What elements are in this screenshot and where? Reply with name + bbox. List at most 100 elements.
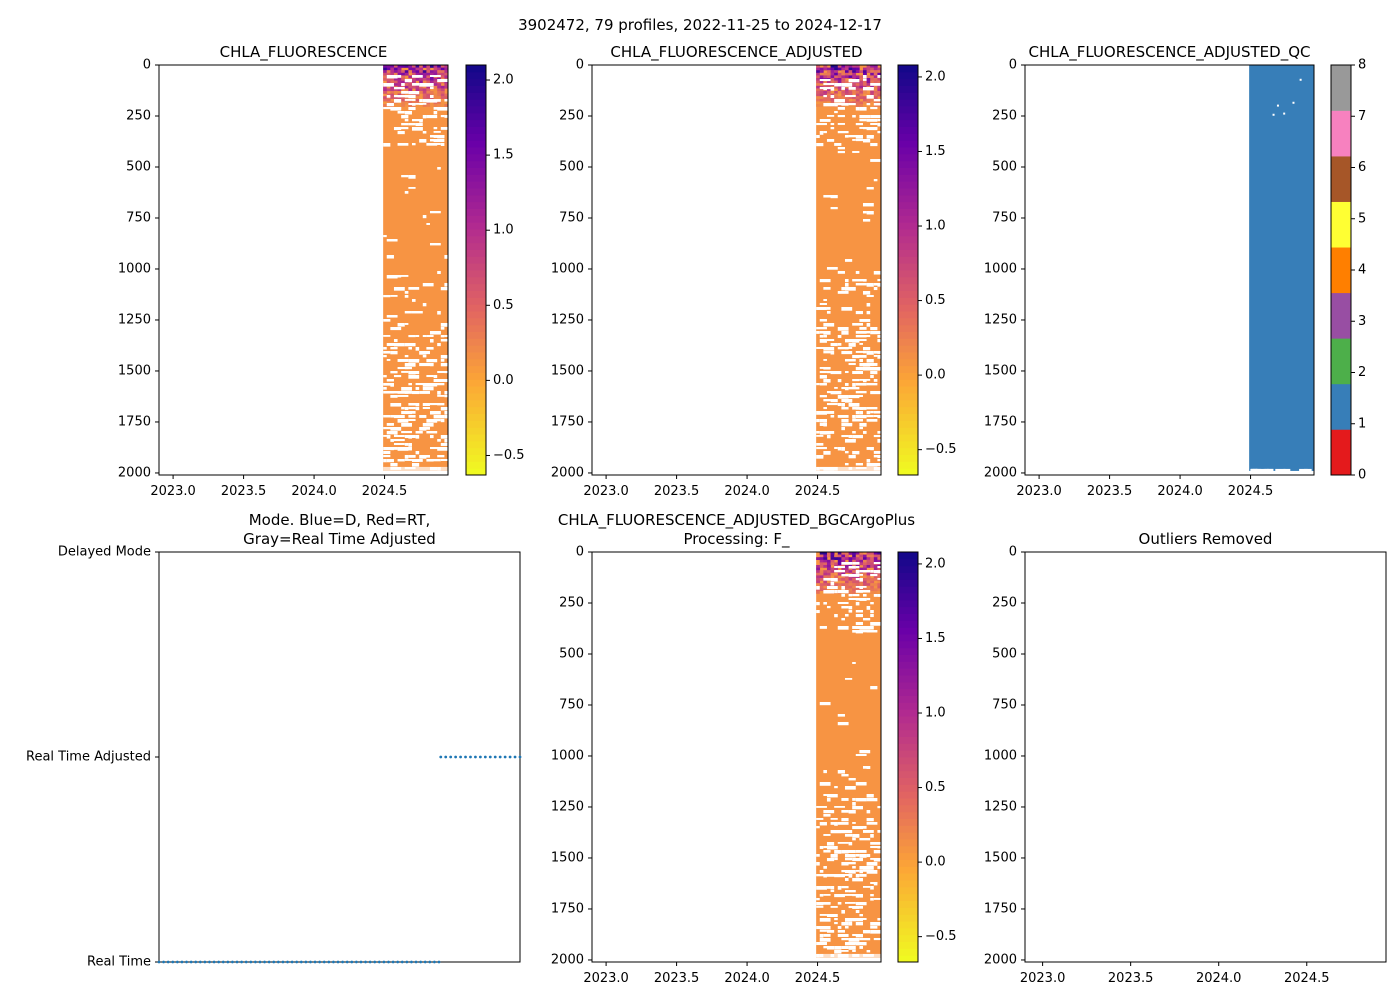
heatmap-gap [397, 323, 405, 327]
heatmap-cell [852, 72, 857, 76]
heatmap-gap [437, 135, 445, 139]
y-tick-label: 0 [143, 58, 151, 73]
heatmap-cell [837, 78, 842, 81]
heatmap-gap [823, 578, 831, 581]
heatmap-cell [437, 104, 442, 107]
heatmap-cell [859, 96, 864, 99]
heatmap-gap [422, 335, 427, 338]
y-tick-label: 2000 [551, 952, 584, 967]
heatmap-cell [440, 88, 445, 92]
heatmap-cell [870, 580, 875, 584]
heatmap-gap [383, 83, 394, 87]
heatmap-cell [390, 88, 395, 92]
colorbar-segment [466, 317, 486, 326]
heatmap-gap [837, 327, 849, 331]
heatmap-cell [437, 88, 442, 92]
heatmap-cell [440, 93, 445, 97]
heatmap-gap [862, 626, 874, 630]
heatmap-cell [870, 78, 875, 81]
heatmap-gap [855, 922, 863, 926]
heatmap-cell [834, 557, 839, 560]
heatmap-cell [866, 572, 871, 576]
colorbar-segment [466, 420, 486, 428]
heatmap-gap [390, 107, 402, 111]
y-tick-label: 1500 [118, 363, 151, 378]
colorbar-segment [466, 167, 486, 175]
colorbar-segment [466, 297, 486, 305]
heatmap-gap [870, 842, 881, 845]
heatmap-cell [848, 559, 853, 563]
heatmap-gap [877, 283, 881, 287]
heatmap-gap [823, 287, 831, 290]
heatmap-cell [837, 559, 842, 563]
heatmap-cell [816, 65, 821, 68]
heatmap-gap [433, 111, 438, 115]
heatmap-cell [852, 67, 857, 71]
heatmap-gap [404, 391, 412, 394]
heatmap-cell [848, 75, 853, 79]
heatmap-cell [866, 575, 871, 579]
heatmap-cell [429, 91, 434, 94]
heatmap-gap [444, 411, 448, 415]
heatmap-gap [830, 586, 838, 590]
colorbar-segment [898, 434, 918, 442]
colorbar-segment [466, 447, 486, 455]
heatmap-gap [859, 914, 863, 917]
heatmap-cell [433, 101, 438, 105]
heatmap-gap [830, 890, 835, 893]
heatmap-cell [444, 70, 449, 73]
heatmap-gap [859, 894, 863, 898]
heatmap-gap [404, 79, 412, 83]
heatmap-gap [837, 131, 849, 134]
heatmap-cell [419, 104, 424, 107]
heatmap-cell [386, 85, 391, 89]
heatmap-gap [841, 427, 845, 431]
heatmap-gap [855, 123, 863, 126]
heatmap-cell [862, 104, 867, 107]
heatmap-cell [426, 72, 431, 76]
heatmap-gap [873, 562, 881, 565]
heatmap-gap [855, 854, 860, 857]
heatmap-gap [837, 379, 842, 383]
heatmap-gap [841, 810, 849, 813]
heatmap-gap [823, 810, 835, 814]
colorbar-segment [898, 804, 918, 813]
heatmap-cell [866, 578, 871, 581]
heatmap-gap [444, 415, 448, 419]
heatmap-gap [823, 87, 827, 91]
heatmap-cells [816, 552, 882, 958]
heatmap-gap [837, 722, 849, 726]
heatmap-gap [404, 443, 409, 446]
mode-point [513, 755, 517, 759]
heatmap-cell [426, 65, 431, 68]
mode-point [263, 960, 266, 964]
heatmap-cell [834, 567, 839, 571]
heatmap-gap [841, 407, 849, 410]
heatmap-gap [870, 411, 874, 414]
heatmap-gap [859, 319, 871, 322]
heatmap-gap [848, 778, 856, 781]
heatmap-gap [440, 407, 448, 411]
heatmap-gap [390, 295, 398, 297]
y-tick-label: 500 [126, 159, 151, 174]
heatmap-cell [870, 65, 875, 68]
panel-title: CHLA_FLUORESCENCE [220, 43, 388, 62]
heatmap-gap [859, 878, 863, 881]
heatmap-cell [397, 72, 402, 76]
heatmap-cell [873, 72, 878, 76]
heatmap-cell [852, 104, 857, 107]
mode-point [364, 960, 367, 964]
heatmap-cell [873, 101, 878, 105]
colorbar-tick-label: 0.0 [925, 855, 946, 870]
heatmap-cell [419, 78, 424, 81]
heatmap-gap [852, 878, 863, 882]
heatmap-gap [859, 578, 863, 582]
heatmap-gap [841, 774, 849, 777]
heatmap-cell [837, 572, 842, 576]
heatmap-cell [823, 98, 828, 102]
heatmap-cell [855, 559, 860, 563]
heatmap-cell [877, 557, 882, 560]
heatmap-gap [830, 582, 835, 586]
x-tick-label: 2023.0 [583, 484, 629, 499]
colorbar-segment [466, 263, 486, 271]
